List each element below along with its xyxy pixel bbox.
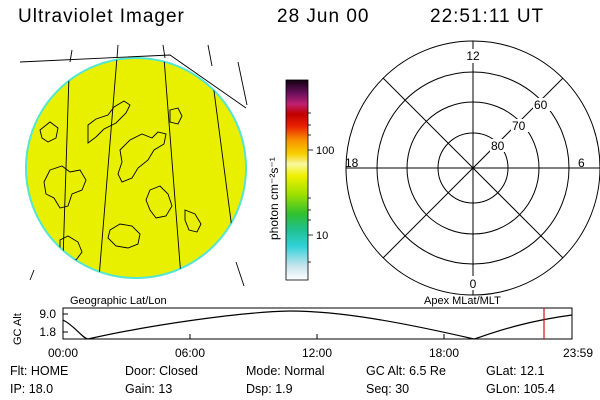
uv-earth-image xyxy=(19,44,248,287)
altitude-y-ticks xyxy=(63,313,68,333)
altitude-xtick-1800: 18:00 xyxy=(429,346,459,360)
info-mode-label: Mode: xyxy=(246,364,281,378)
info-glat-value: 12.1 xyxy=(520,364,545,378)
info-ip-label: IP: xyxy=(10,382,26,396)
polar-grid xyxy=(345,40,600,296)
observation-date: 28 Jun 00 xyxy=(277,6,370,27)
mlt-label-6: 6 xyxy=(578,156,585,170)
info-dsp-label: Dsp: xyxy=(246,382,272,396)
info-glat: GLat: 12.1 xyxy=(486,364,544,378)
mlat-label-60: 60 xyxy=(534,98,548,112)
info-ip-value: 18.0 xyxy=(28,382,54,396)
altitude-curve xyxy=(62,310,573,340)
info-flt-value: HOME xyxy=(30,364,69,378)
altitude-xtick-2359: 23:59 xyxy=(563,346,593,360)
mlat-label-80: 80 xyxy=(491,139,505,153)
info-glat-label: GLat: xyxy=(486,364,517,378)
colorbar-scale xyxy=(285,79,309,281)
altitude-ylabel: GC Alt xyxy=(12,313,24,345)
info-dsp-value: 1.9 xyxy=(275,382,293,396)
info-flt-label: Flt: xyxy=(10,364,28,378)
mlt-label-18: 18 xyxy=(345,156,359,170)
geographic-label: Geographic Lat/Lon xyxy=(70,295,167,307)
colorbar-unit-label: photon cm⁻²s⁻¹ xyxy=(267,157,281,240)
info-seq-label: Seq: xyxy=(366,382,392,396)
altitude-xtick-0600: 06:00 xyxy=(175,346,205,360)
info-glon-value: 105.4 xyxy=(523,382,555,396)
observation-time: 22:51:11 UT xyxy=(430,6,545,27)
uv-disk xyxy=(25,57,247,279)
info-door: Door: Closed xyxy=(125,364,198,378)
latitude-line xyxy=(19,54,247,109)
colorbar: 100 10 photon cm⁻²s⁻¹ xyxy=(267,79,334,281)
info-gain: Gain: 13 xyxy=(125,382,172,396)
altitude-ytick-9: 9.0 xyxy=(39,307,56,321)
colorbar-ticks xyxy=(308,112,313,263)
info-door-label: Door: xyxy=(125,364,156,378)
info-seq: Seq: 30 xyxy=(366,382,409,396)
altitude-ytick-1-8: 1.8 xyxy=(39,325,56,339)
info-flt: Flt: HOME xyxy=(10,364,68,378)
info-gain-value: 13 xyxy=(158,382,173,396)
altitude-xtick-0000: 00:00 xyxy=(48,346,78,360)
info-door-value: Closed xyxy=(159,364,198,378)
info-dsp: Dsp: 1.9 xyxy=(246,382,293,396)
apex-label: Apex MLat/MLT xyxy=(424,295,501,307)
info-gc-alt-value: 6.5 Re xyxy=(409,364,446,378)
mlt-label-12: 12 xyxy=(466,49,480,63)
altitude-xtick-1200: 12:00 xyxy=(302,346,332,360)
info-mode-value: Normal xyxy=(284,364,325,378)
info-gc-alt: GC Alt: 6.5 Re xyxy=(366,364,446,378)
mlat-label-70: 70 xyxy=(512,119,526,133)
info-gc-alt-label: GC Alt: xyxy=(366,364,406,378)
altitude-plot xyxy=(62,307,573,340)
colorbar-tick-100: 100 xyxy=(316,145,334,157)
info-ip: IP: 18.0 xyxy=(10,382,53,396)
mlt-label-0: 0 xyxy=(470,277,477,291)
info-gain-label: Gain: xyxy=(125,382,155,396)
info-glon-label: GLon: xyxy=(486,382,521,396)
altitude-x-ticks xyxy=(189,334,445,339)
info-seq-value: 30 xyxy=(395,382,410,396)
instrument-title: Ultraviolet Imager xyxy=(18,6,185,27)
colorbar-tick-10: 10 xyxy=(316,230,328,242)
info-glon: GLon: 105.4 xyxy=(486,382,555,396)
info-mode: Mode: Normal xyxy=(246,364,325,378)
